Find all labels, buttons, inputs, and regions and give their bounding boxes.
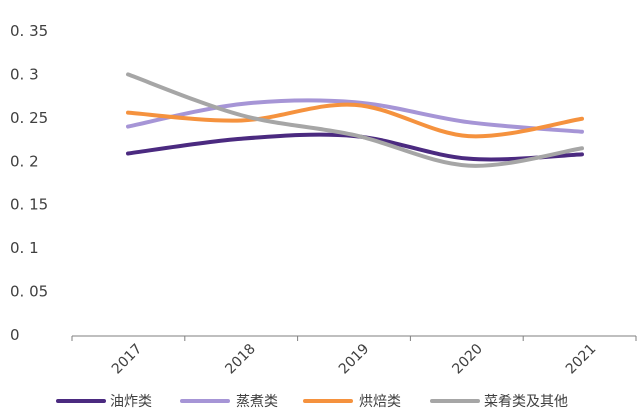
series-line-3 bbox=[126, 72, 584, 168]
y-tick-label: 0. 3 bbox=[10, 65, 39, 83]
x-tick-label: 2020 bbox=[449, 341, 486, 378]
y-tick-label: 0. 25 bbox=[10, 109, 48, 127]
series-line-0 bbox=[126, 132, 584, 162]
series-line-1 bbox=[126, 98, 584, 134]
series-group bbox=[126, 72, 584, 168]
x-tick-label: 2019 bbox=[336, 341, 373, 378]
y-tick-label: 0. 05 bbox=[10, 283, 48, 301]
x-tick-label: 2021 bbox=[563, 341, 600, 378]
x-tick-label: 2018 bbox=[222, 341, 259, 378]
legend-label: 烘焙类 bbox=[359, 394, 401, 410]
legend: 油炸类 蒸煮类 烘焙类 菜肴类及其他 bbox=[56, 394, 568, 410]
y-tick-label: 0. 2 bbox=[10, 152, 39, 170]
x-tick-label: 2017 bbox=[109, 341, 146, 378]
y-tick-label: 0 bbox=[10, 326, 20, 344]
legend-label: 蒸煮类 bbox=[236, 394, 278, 410]
y-axis: 0 0. 05 0. 1 0. 15 0. 2 0. 25 0. 3 0. 35 bbox=[10, 22, 48, 344]
series-line-2 bbox=[126, 102, 584, 139]
y-tick-label: 0. 35 bbox=[10, 22, 48, 40]
legend-label: 菜肴类及其他 bbox=[484, 394, 568, 410]
legend-label: 油炸类 bbox=[110, 394, 152, 410]
y-tick-label: 0. 1 bbox=[10, 239, 39, 257]
x-axis: 2017 2018 2019 2020 2021 bbox=[71, 335, 637, 378]
y-tick-label: 0. 15 bbox=[10, 196, 48, 214]
